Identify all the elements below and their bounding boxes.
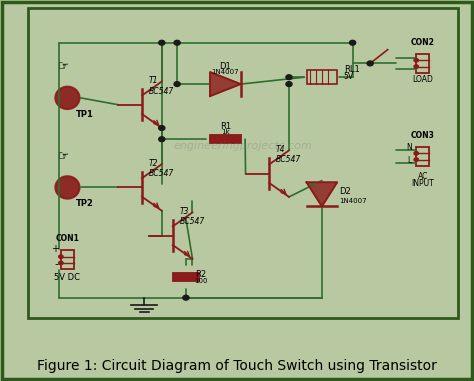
Text: L: L bbox=[408, 156, 412, 165]
Circle shape bbox=[414, 59, 419, 62]
Circle shape bbox=[414, 65, 419, 68]
Text: T2
BC547: T2 BC547 bbox=[149, 159, 174, 178]
Text: N: N bbox=[406, 143, 412, 152]
Text: LOAD: LOAD bbox=[412, 75, 433, 84]
Circle shape bbox=[414, 152, 419, 155]
Bar bbox=[307, 70, 337, 84]
Circle shape bbox=[59, 255, 63, 258]
Text: INPUT: INPUT bbox=[411, 179, 434, 188]
Circle shape bbox=[159, 137, 165, 142]
Polygon shape bbox=[307, 182, 337, 207]
Text: TP1: TP1 bbox=[76, 110, 94, 119]
Text: AC: AC bbox=[418, 172, 428, 181]
Text: TP2: TP2 bbox=[76, 199, 94, 208]
Circle shape bbox=[349, 40, 356, 45]
Circle shape bbox=[159, 126, 165, 130]
Text: 1N4007: 1N4007 bbox=[211, 69, 239, 75]
FancyBboxPatch shape bbox=[173, 273, 199, 281]
Text: R1: R1 bbox=[220, 122, 231, 131]
FancyBboxPatch shape bbox=[28, 8, 458, 319]
Circle shape bbox=[59, 261, 63, 265]
Text: CON2: CON2 bbox=[411, 38, 435, 47]
Circle shape bbox=[286, 82, 292, 86]
Bar bbox=[416, 147, 429, 166]
Text: CON3: CON3 bbox=[411, 131, 435, 140]
Circle shape bbox=[174, 40, 180, 45]
FancyBboxPatch shape bbox=[210, 135, 241, 143]
Text: 5V DC: 5V DC bbox=[55, 274, 81, 282]
Bar bbox=[61, 250, 74, 269]
Text: T1
BC547: T1 BC547 bbox=[149, 76, 174, 96]
FancyBboxPatch shape bbox=[210, 135, 241, 143]
Polygon shape bbox=[210, 72, 241, 96]
Circle shape bbox=[183, 295, 189, 300]
Text: +: + bbox=[51, 244, 59, 254]
Text: ☞: ☞ bbox=[57, 150, 69, 163]
Ellipse shape bbox=[55, 86, 80, 109]
Text: 1k: 1k bbox=[221, 129, 230, 135]
Text: 100: 100 bbox=[195, 278, 208, 284]
Text: -: - bbox=[55, 259, 59, 269]
Text: T4
BC547: T4 BC547 bbox=[276, 145, 301, 165]
Text: Figure 1: Circuit Diagram of Touch Switch using Transistor: Figure 1: Circuit Diagram of Touch Switc… bbox=[37, 359, 437, 373]
Text: D2: D2 bbox=[339, 187, 351, 196]
Text: D1: D1 bbox=[219, 62, 231, 70]
Circle shape bbox=[286, 75, 292, 80]
Ellipse shape bbox=[55, 176, 80, 199]
Circle shape bbox=[367, 61, 373, 66]
Text: 1N4007: 1N4007 bbox=[339, 198, 367, 204]
Circle shape bbox=[414, 158, 419, 161]
Text: R2: R2 bbox=[195, 270, 206, 279]
Circle shape bbox=[159, 40, 165, 45]
Circle shape bbox=[174, 82, 180, 86]
Text: RL1: RL1 bbox=[344, 65, 360, 74]
Text: CON1: CON1 bbox=[55, 234, 79, 243]
Text: 5V: 5V bbox=[344, 72, 354, 81]
Bar bbox=[416, 54, 429, 73]
FancyBboxPatch shape bbox=[173, 273, 199, 281]
Text: engineeringprojects.com: engineeringprojects.com bbox=[173, 141, 312, 151]
Text: ☞: ☞ bbox=[57, 60, 69, 74]
Text: T3
BC547: T3 BC547 bbox=[179, 207, 205, 226]
